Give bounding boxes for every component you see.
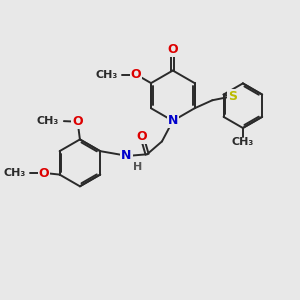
Text: CH₃: CH₃ xyxy=(3,168,25,178)
Text: CH₃: CH₃ xyxy=(232,137,254,147)
Text: H: H xyxy=(133,162,142,172)
Text: S: S xyxy=(228,90,237,103)
Text: N: N xyxy=(168,114,178,127)
Text: CH₃: CH₃ xyxy=(96,70,118,80)
Text: O: O xyxy=(39,167,49,180)
Text: N: N xyxy=(121,149,132,162)
Text: O: O xyxy=(136,130,147,143)
Text: O: O xyxy=(72,115,83,128)
Text: O: O xyxy=(167,44,178,56)
Text: O: O xyxy=(131,68,142,81)
Text: CH₃: CH₃ xyxy=(37,116,59,126)
